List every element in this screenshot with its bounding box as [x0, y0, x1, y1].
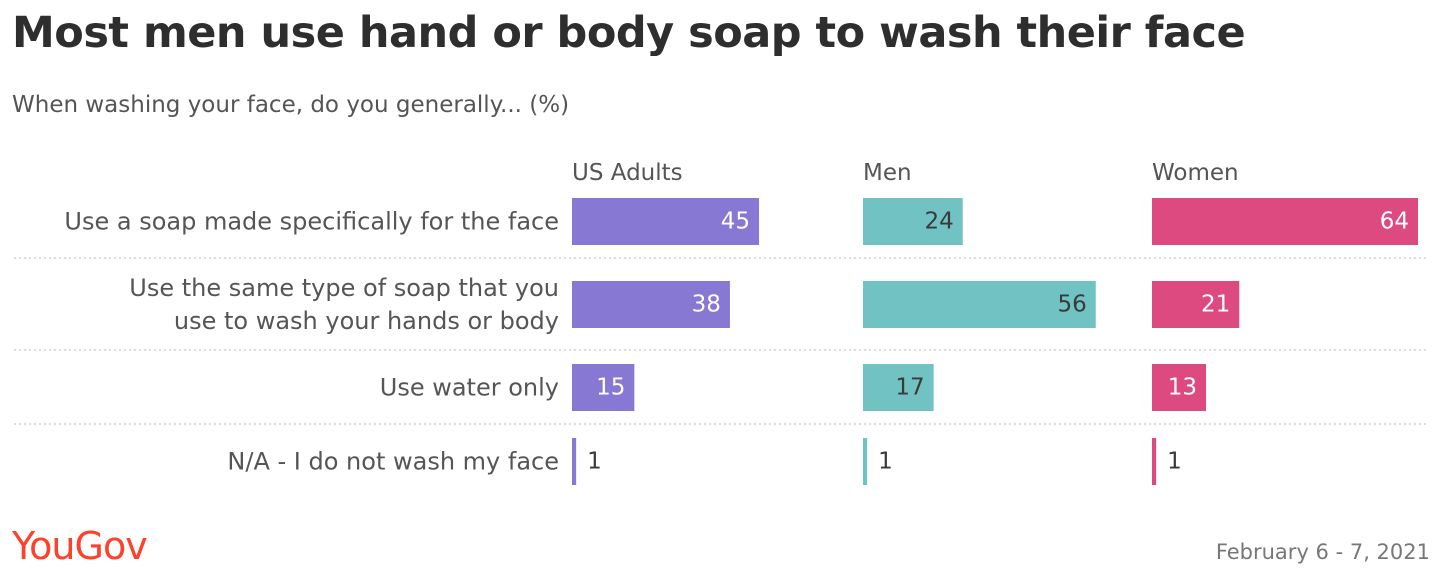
bar-2-3 [1152, 438, 1157, 485]
value-label-0-1: 38 [692, 292, 721, 318]
bar-0-3 [572, 438, 577, 485]
value-label-2-1: 21 [1201, 292, 1230, 318]
category-label-1-line-1: use to wash your hands or body [174, 307, 559, 335]
bar-1-2 [863, 364, 934, 411]
value-label-0-3: 1 [587, 449, 602, 475]
bar-chart: US Adults Men Women Use a soap made specifi… [14, 160, 1428, 485]
category-label-0: Use a soap made specifically for the fac… [64, 208, 559, 236]
series-header-2: Women [1152, 160, 1239, 186]
category-label-1-line-0: Use the same type of soap that you [129, 274, 559, 302]
value-label-2-3: 1 [1167, 449, 1182, 475]
bar-0-2 [572, 364, 635, 411]
bar-2-1 [1152, 281, 1240, 328]
value-label-1-2: 17 [895, 375, 924, 401]
bar-1-1 [863, 281, 1096, 328]
bar-0-0 [572, 198, 760, 245]
bar-1-3 [863, 438, 868, 485]
series-header-0: US Adults [572, 160, 683, 186]
survey-date: February 6 - 7, 2021 [1215, 540, 1430, 564]
value-label-1-1: 56 [1057, 292, 1086, 318]
value-label-2-0: 64 [1380, 209, 1409, 235]
value-label-1-3: 1 [878, 449, 893, 475]
chart-title: Most men use hand or body soap to wash t… [12, 8, 1246, 58]
bar-0-1 [572, 281, 730, 328]
value-label-1-0: 24 [924, 209, 953, 235]
value-label-0-2: 15 [596, 375, 625, 401]
value-label-0-0: 45 [721, 209, 750, 235]
category-label-3: N/A - I do not wash my face [227, 448, 559, 476]
category-label-2: Use water only [380, 374, 559, 402]
chart-subtitle: When washing your face, do you generally… [12, 92, 570, 118]
bar-2-0 [1152, 198, 1418, 245]
value-label-2-2: 13 [1168, 375, 1197, 401]
series-header-1: Men [863, 160, 912, 186]
bar-1-0 [863, 198, 963, 245]
bar-2-2 [1152, 364, 1207, 411]
yougov-logo: YouGov [12, 524, 148, 568]
